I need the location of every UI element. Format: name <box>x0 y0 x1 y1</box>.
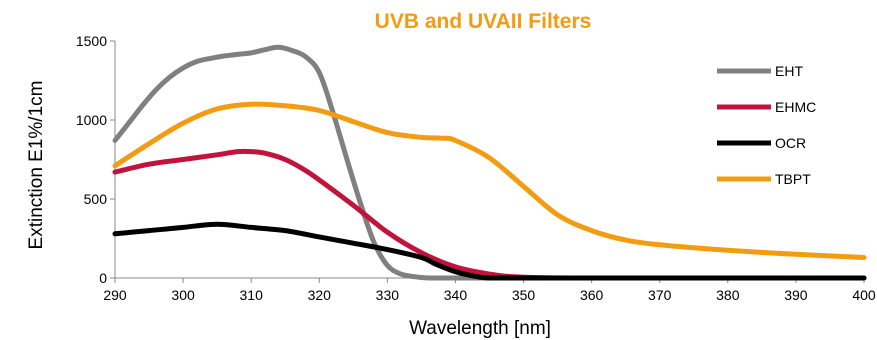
series-line-eht <box>112 44 867 281</box>
x-tick-label: 390 <box>784 287 808 303</box>
legend: EHT EHMC OCR TBPT <box>717 63 816 187</box>
y-tick-label: 500 <box>84 191 108 207</box>
x-tick-label: 320 <box>308 287 332 303</box>
x-tick-label: 300 <box>171 287 195 303</box>
x-tick-label: 370 <box>648 287 672 303</box>
y-tick-label: 1500 <box>76 33 107 49</box>
y-axis-title: Extinction E1%/1cm <box>26 81 47 250</box>
x-tick-label: 400 <box>852 287 876 303</box>
x-tick-label: 380 <box>716 287 740 303</box>
x-tick-label: 310 <box>240 287 264 303</box>
series-line-ehmc <box>112 148 867 281</box>
y-tick-label: 0 <box>99 270 107 286</box>
x-tick-label: 340 <box>444 287 468 303</box>
y-tick-label: 1000 <box>76 112 107 128</box>
chart-title: UVB and UVAII Filters <box>375 10 592 33</box>
legend-label-tbpt: TBPT <box>775 171 811 187</box>
legend-label-eht: EHT <box>775 63 803 79</box>
y-axis-ticks: 0 500 1000 1500 <box>76 33 115 286</box>
x-tick-label: 330 <box>376 287 400 303</box>
x-axis-ticks: 290 300 310 320 330 340 350 360 370 380 390 400 <box>103 278 876 303</box>
series-lines <box>112 44 867 281</box>
series-line-ocr <box>112 221 867 281</box>
x-tick-label: 350 <box>512 287 536 303</box>
x-tick-label: 290 <box>103 287 127 303</box>
x-tick-label: 360 <box>580 287 604 303</box>
series-line-tbpt <box>112 101 867 260</box>
legend-label-ehmc: EHMC <box>775 99 816 115</box>
legend-label-ocr: OCR <box>775 135 806 151</box>
x-axis-title: Wavelength [nm] <box>409 318 551 339</box>
